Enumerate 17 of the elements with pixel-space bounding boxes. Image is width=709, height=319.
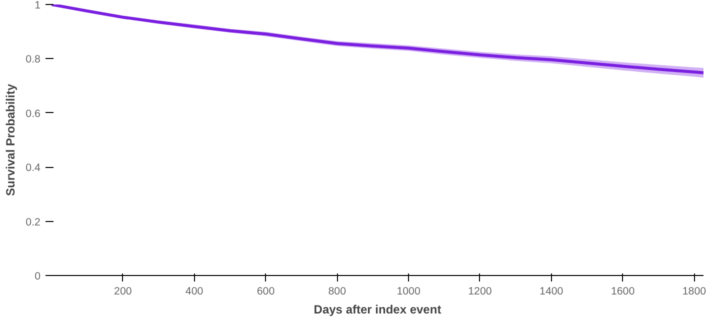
x-tick-label: 600 xyxy=(256,286,275,298)
x-tick-label: 1800 xyxy=(682,286,706,298)
y-tick-label: 0.4 xyxy=(26,162,41,174)
x-axis-title: Days after index event xyxy=(314,302,442,316)
x-tick-label: 1000 xyxy=(396,286,420,298)
x-tick-label: 800 xyxy=(328,286,346,298)
x-tick-label: 1200 xyxy=(468,286,492,298)
x-tick-label: 1400 xyxy=(540,286,564,298)
y-tick-label: 0.6 xyxy=(26,108,41,120)
x-tick-label: 200 xyxy=(114,286,132,298)
y-tick-label: 1 xyxy=(34,0,41,12)
y-tick-label: 0.8 xyxy=(26,54,41,66)
x-tick-label: 400 xyxy=(185,286,204,298)
x-tick-label: 1600 xyxy=(610,286,635,298)
y-tick-label: 0.2 xyxy=(26,216,41,228)
y-axis-title: Survival Probability xyxy=(4,84,18,196)
y-tick-label: 0 xyxy=(34,270,41,282)
